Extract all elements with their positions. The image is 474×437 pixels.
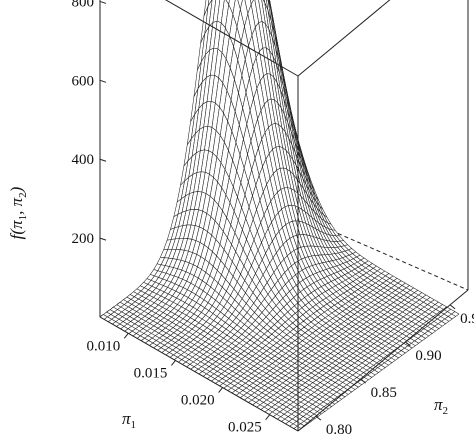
z-tick-label: 800 <box>72 0 95 10</box>
x-tick-mark <box>171 360 176 366</box>
y-axis-label: π2 <box>434 395 448 417</box>
y-tick-mark <box>405 341 411 347</box>
z-tick-mark <box>99 158 107 162</box>
y-tick-label: 0.95 <box>460 311 474 327</box>
x-tick-label: 0.015 <box>134 365 168 381</box>
y-tick-mark <box>449 304 456 310</box>
z-axis-label: f(π1, π2) <box>7 186 29 239</box>
x-tick-mark <box>123 332 129 339</box>
z-tick-mark <box>99 79 107 83</box>
x-tick-label: 0.010 <box>87 338 121 354</box>
box-edge-top-front-right <box>297 0 391 77</box>
x-tick-label: 0.020 <box>181 393 215 409</box>
y-tick-mark <box>360 378 366 384</box>
axis-ticks: 200 400 600 800 0.010 0.015 0.020 0.025 0.80 0.85… <box>72 0 474 437</box>
x-tick-mark <box>265 414 271 421</box>
x-axis-label: π1 <box>122 409 136 431</box>
y-tick-label: 0.80 <box>326 422 352 437</box>
y-tick-label: 0.90 <box>415 348 441 364</box>
z-tick-label: 200 <box>72 231 95 247</box>
x-tick-mark <box>218 387 223 393</box>
z-tick-mark <box>99 0 107 4</box>
z-tick-mark <box>99 237 107 241</box>
box-edge-front-right-floor <box>297 289 469 432</box>
surface-mesh <box>99 0 460 432</box>
x-tick-label: 0.025 <box>228 420 262 436</box>
z-tick-label: 600 <box>72 73 95 89</box>
y-tick-mark <box>315 415 322 421</box>
z-tick-label: 400 <box>72 152 95 168</box>
box-edge-front-left-floor <box>99 316 299 432</box>
box-edge-top-front-left <box>164 0 299 77</box>
plot-box-front-edges <box>99 0 469 432</box>
y-tick-label: 0.85 <box>371 385 397 401</box>
